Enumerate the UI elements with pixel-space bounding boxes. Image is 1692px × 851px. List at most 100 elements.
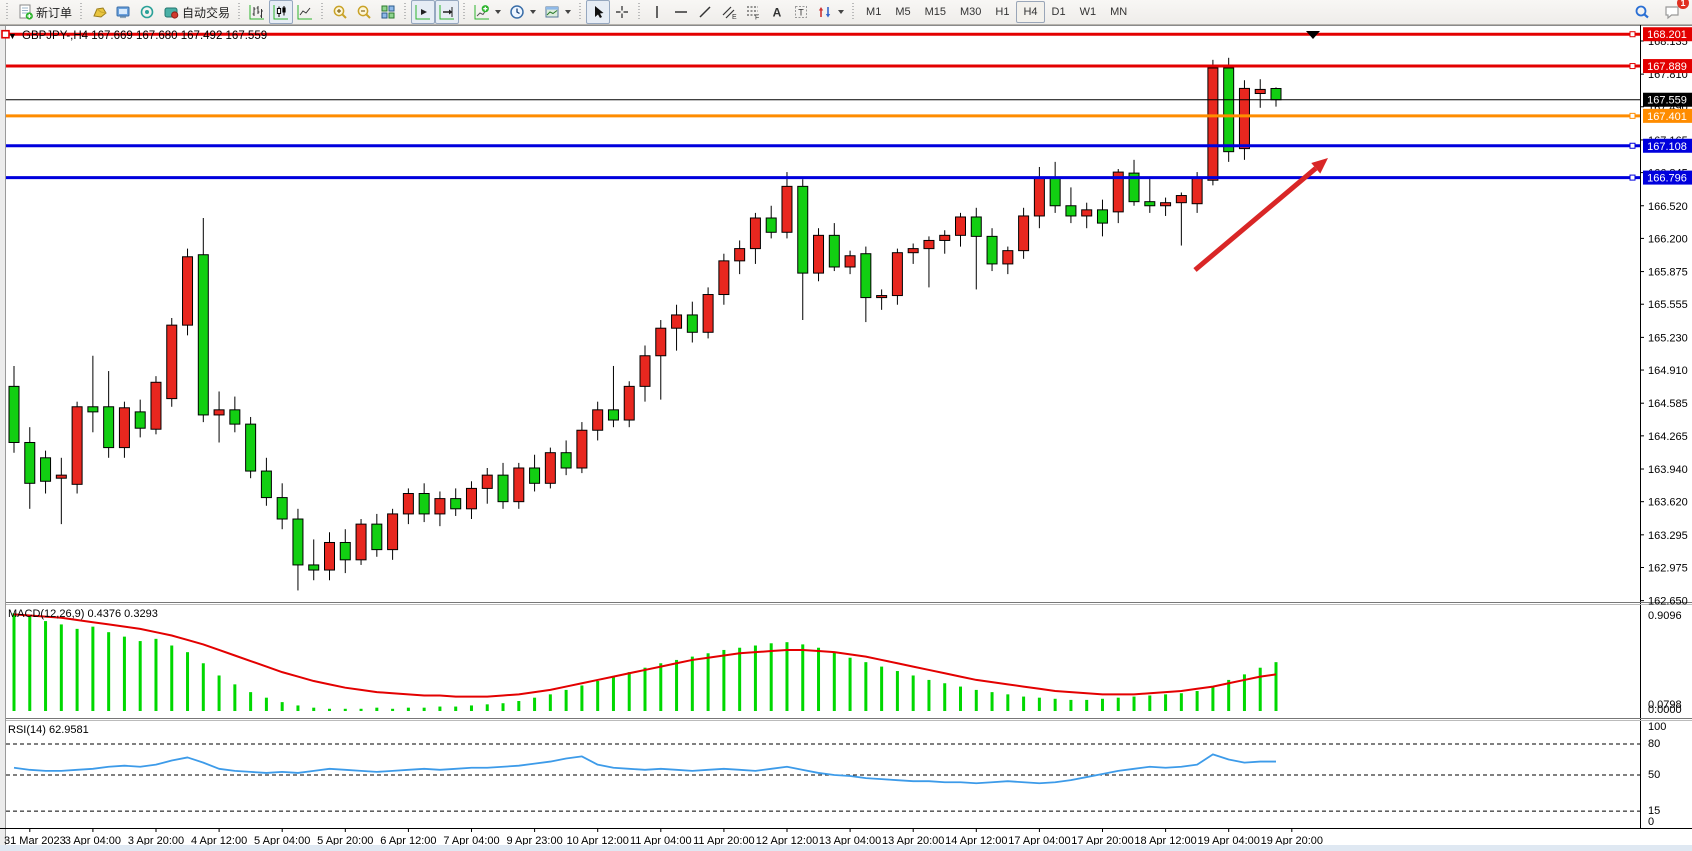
macd-histogram-bar (1116, 697, 1120, 711)
candle (655, 320, 667, 400)
trend-arrow-head[interactable] (1311, 158, 1328, 174)
timeframe-mn-button[interactable]: MN (1110, 6, 1128, 18)
cursor-button[interactable] (586, 0, 611, 24)
line-handle[interactable] (1629, 142, 1636, 149)
macd-histogram-bar (264, 697, 268, 711)
down-triangle-marker[interactable] (1306, 31, 1320, 39)
draw-channel-button[interactable]: E (717, 0, 741, 24)
timeframe-h4-button[interactable]: H4 (1016, 1, 1045, 23)
candle (213, 391, 225, 443)
autoscroll-icon (415, 5, 431, 20)
auto-trading-button[interactable]: 自动交易 (159, 0, 234, 24)
candle-body (1160, 202, 1172, 207)
dropdown-arrow-icon[interactable] (495, 10, 502, 14)
indicators-list-button[interactable] (470, 0, 505, 24)
crosshair-button[interactable] (610, 0, 634, 24)
candle (103, 371, 115, 458)
candle (339, 529, 351, 574)
dropdown-arrow-icon[interactable] (838, 10, 845, 14)
macd-min-label: 0.0798 (1648, 699, 1682, 711)
signals-button[interactable] (135, 0, 159, 24)
data-window-button[interactable] (111, 0, 135, 24)
timeframe-m15-button[interactable]: M15 (924, 6, 946, 18)
macd-histogram-bar (343, 708, 347, 711)
horizontal-lines[interactable]: 168.201 167.889 167.559 167.401 167.108 166.7… (1, 27, 1692, 185)
rsi-axis-label: 50 (1648, 769, 1660, 781)
candle-body (465, 487, 477, 510)
line-chart-mode-button[interactable] (293, 0, 317, 24)
draw-fibonacci-button[interactable]: F (741, 0, 765, 24)
candle (1254, 79, 1266, 108)
candle-body (134, 411, 146, 429)
macd-histogram-bar (1022, 696, 1026, 711)
macd-histogram-bar (1132, 696, 1136, 711)
draw-trendline-button[interactable] (693, 0, 717, 24)
timeframe-w1-button[interactable]: W1 (1079, 6, 1097, 18)
line-handle[interactable] (1629, 31, 1636, 38)
dropdown-arrow-icon[interactable] (530, 10, 537, 14)
macd-histogram-bar (186, 652, 190, 711)
line-handle[interactable] (1629, 63, 1636, 70)
draw-label-button[interactable]: T (789, 0, 813, 24)
chart-collapse-icon[interactable]: ▼ (8, 31, 17, 41)
draw-vertical-line-button[interactable] (645, 0, 669, 24)
draw-arrows-button[interactable] (813, 0, 848, 24)
macd-histogram-bar (548, 694, 552, 711)
chart-shift-button[interactable] (435, 0, 460, 24)
candle (529, 454, 541, 492)
timeframe-m5-button[interactable]: M5 (895, 6, 911, 18)
macd-histogram-bar (722, 649, 726, 711)
time-tick-label: 12 Apr 12:00 (756, 835, 818, 847)
candle-chart-mode-button[interactable] (269, 0, 294, 24)
chart-svg[interactable]: 168.135167.810167.490167.165166.845166.5… (0, 25, 1692, 851)
draw-text-button[interactable]: A (765, 0, 789, 24)
draw-horizontal-line-button[interactable] (669, 0, 693, 24)
trend-arrow[interactable] (1193, 166, 1318, 272)
search-button[interactable] (1630, 0, 1654, 24)
candle (134, 399, 146, 438)
timeframe-m1-button[interactable]: M1 (866, 6, 882, 18)
macd-histogram-bar (1211, 686, 1215, 711)
candle (1238, 80, 1250, 160)
candle-body (87, 406, 99, 413)
chart-area[interactable]: 168.135167.810167.490167.165166.845166.5… (0, 25, 1692, 851)
candle (355, 519, 367, 565)
rsi-axis-label: 15 (1648, 805, 1660, 817)
time-tick-label: 6 Apr 12:00 (380, 835, 436, 847)
zoom-out-button[interactable] (352, 0, 376, 24)
macd-histogram-bar (312, 707, 316, 711)
candle-body (607, 409, 619, 421)
macd-histogram-bar (832, 652, 836, 711)
candle-body (513, 467, 525, 503)
candle-body (970, 216, 982, 237)
candle-body (655, 327, 667, 357)
auto-scroll-button[interactable] (411, 0, 436, 24)
price-tick-label: 163.295 (1648, 530, 1688, 542)
line-handle[interactable] (1, 29, 10, 39)
price-tick-label: 162.975 (1648, 562, 1688, 574)
templates-button[interactable] (540, 0, 575, 24)
notifications-button[interactable]: 1 (1660, 0, 1689, 24)
timeframe-d1-button[interactable]: D1 (1051, 6, 1066, 18)
zoom-in-button[interactable] (328, 0, 352, 24)
tile-windows-button[interactable] (376, 0, 400, 24)
dropdown-arrow-icon[interactable] (565, 10, 572, 14)
symbol-ohlc-info: GBPJPY-,H4 167.669 167.680 167.492 167.5… (22, 30, 267, 42)
toolbar-right: 1 (1630, 0, 1690, 24)
bar-chart-mode-button[interactable] (245, 0, 269, 24)
fibo-icon: F (747, 6, 759, 20)
candle (40, 450, 52, 494)
line-handle[interactable] (1629, 112, 1636, 119)
line-handle[interactable] (1629, 174, 1636, 181)
timeframe-h1-button[interactable]: H1 (995, 6, 1010, 18)
market-watch-button[interactable] (87, 0, 111, 24)
timeframe-m30-button[interactable]: M30 (960, 6, 982, 18)
macd-histogram-bar (848, 657, 852, 711)
candle-body (560, 452, 572, 469)
periods-list-button[interactable] (505, 0, 540, 24)
text-t-icon: T (795, 6, 808, 18)
new-order-button[interactable]: 新订单 (13, 0, 76, 24)
candle (324, 532, 335, 581)
candle-body (828, 234, 840, 268)
